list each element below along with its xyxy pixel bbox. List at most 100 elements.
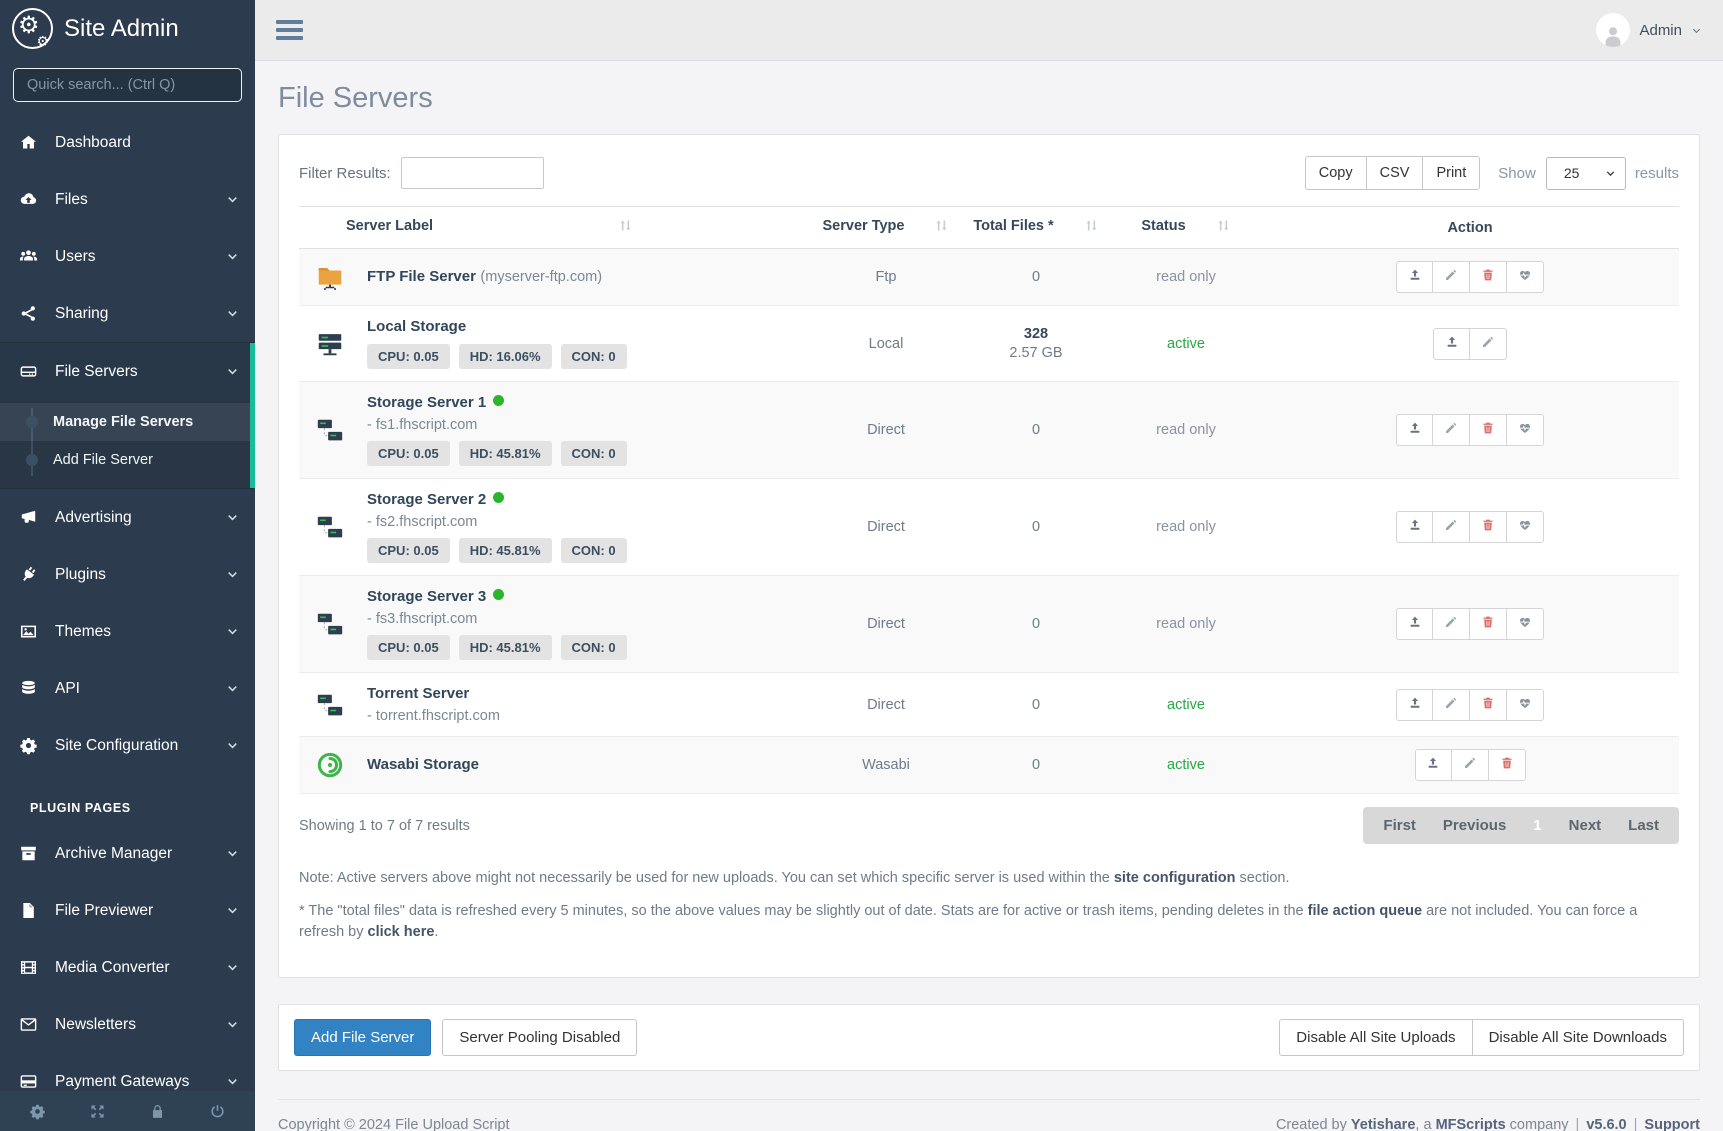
expand-icon[interactable] [89,1103,106,1120]
sidebar-subitem-manage-file-servers[interactable]: Manage File Servers [0,403,255,441]
health-button[interactable] [1507,511,1544,543]
sidebar-item-advertising[interactable]: Advertising [0,489,255,546]
delete-icon [1481,615,1495,633]
sidebar-item-site-configuration[interactable]: Site Configuration [0,717,255,774]
page-1-button[interactable]: 1 [1533,817,1542,834]
disable-uploads-button[interactable]: Disable All Site Uploads [1279,1019,1473,1057]
show-results-select[interactable]: 25 [1545,156,1626,190]
action-button-group [1396,688,1544,721]
column-header-total-files[interactable]: Total Files * [961,206,1111,249]
menu-toggle-button[interactable] [276,20,303,40]
main-area: Admin File Servers Filter Results: Copy C… [255,0,1723,1131]
column-header-server-label[interactable]: Server Label [299,206,811,249]
add-file-server-button[interactable]: Add File Server [294,1019,432,1057]
version-label: v5.6.0 [1586,1117,1627,1131]
delete-button[interactable] [1470,414,1507,446]
column-header-status[interactable]: Status [1111,206,1261,249]
mfscripts-link[interactable]: MFScripts [1435,1117,1506,1131]
edit-button[interactable] [1451,749,1489,781]
yetishare-link[interactable]: Yetishare [1350,1117,1416,1131]
sidebar-plugin-nav: Archive Manager File Previewer Media Conve… [0,825,255,1110]
edit-icon [1444,268,1458,286]
delete-button[interactable] [1470,688,1507,721]
sidebar-nav: Dashboard Files Users Sharing File Servers Ma… [0,114,255,774]
sidebar-item-api[interactable]: API [0,660,255,717]
sidebar-item-sharing[interactable]: Sharing [0,285,255,342]
sidebar-item-file-servers[interactable]: File Servers [0,343,255,400]
sort-icon[interactable] [1084,218,1099,237]
edit-button[interactable] [1433,261,1470,293]
page-previous-button[interactable]: Previous [1442,817,1507,834]
sort-icon[interactable] [1216,218,1231,237]
upload-icon [1408,696,1422,714]
health-button[interactable] [1507,608,1544,640]
disable-downloads-button[interactable]: Disable All Site Downloads [1472,1019,1684,1057]
upload-button[interactable] [1396,414,1433,446]
export-print-button[interactable]: Print [1423,156,1481,190]
action-cell [1261,248,1679,306]
site-configuration-link[interactable]: site configuration [1113,870,1236,886]
upload-button[interactable] [1396,688,1433,721]
page-last-button[interactable]: Last [1628,817,1659,834]
delete-button[interactable] [1470,608,1507,640]
power-icon[interactable] [209,1103,226,1120]
delete-button[interactable] [1488,749,1526,781]
export-copy-button[interactable]: Copy [1304,156,1367,190]
delete-button[interactable] [1470,511,1507,543]
column-header-server-type[interactable]: Server Type [811,206,961,249]
sort-icon[interactable] [618,218,633,237]
sidebar-item-dashboard[interactable]: Dashboard [0,114,255,171]
action-cell [1261,736,1679,794]
edit-button[interactable] [1433,414,1470,446]
edit-button[interactable] [1433,688,1470,721]
sidebar-subitem-add-file-server[interactable]: Add File Server [0,441,255,479]
page-first-button[interactable]: First [1383,817,1416,834]
edit-button[interactable] [1433,511,1470,543]
sidebar-item-themes[interactable]: Themes [0,603,255,660]
export-csv-button[interactable]: CSV [1366,156,1424,190]
lock-icon[interactable] [149,1103,166,1120]
sidebar-item-file-previewer[interactable]: File Previewer [0,882,255,939]
upload-button[interactable] [1396,608,1433,640]
delete-button[interactable] [1470,261,1507,293]
click-here-link[interactable]: click here [367,924,435,941]
page-next-button[interactable]: Next [1568,817,1602,834]
filter-input[interactable] [400,157,544,189]
sidebar-item-users[interactable]: Users [0,228,255,285]
cloud-upload-icon [16,190,41,209]
upload-button[interactable] [1433,327,1470,360]
sort-icon[interactable] [934,218,949,237]
sidebar-item-media-converter[interactable]: Media Converter [0,939,255,996]
sidebar-item-newsletters[interactable]: Newsletters [0,996,255,1053]
page-title: File Servers [278,82,433,114]
sidebar-item-plugins[interactable]: Plugins [0,546,255,603]
copyright: Copyright © 2024 File Upload Script [278,1117,510,1131]
sidebar-item-payment-gateways[interactable]: Payment Gateways [0,1053,255,1110]
pagination: First Previous 1 Next Last [1363,807,1679,844]
edit-button[interactable] [1433,608,1470,640]
chevron-down-icon [226,847,239,860]
upload-icon [1408,518,1422,536]
local-server-icon [315,333,345,355]
action-cell [1261,478,1679,576]
health-button[interactable] [1507,414,1544,446]
user-menu[interactable]: Admin [1596,13,1702,47]
support-link[interactable]: Support [1644,1117,1700,1131]
server-pooling-button[interactable]: Server Pooling Disabled [442,1019,638,1057]
upload-button[interactable] [1414,749,1452,781]
file-action-queue-link[interactable]: file action queue [1307,903,1423,920]
server-label-cell: Local Storage CPU: 0.05 HD: 16.06% CON: 0 [361,305,811,382]
sidebar-item-archive-manager[interactable]: Archive Manager [0,825,255,882]
gear-icon[interactable] [29,1103,46,1120]
health-button[interactable] [1507,688,1544,721]
delete-icon [1500,756,1514,774]
home-icon [16,133,41,152]
health-icon [1518,615,1532,633]
quick-search-input[interactable] [13,68,242,102]
upload-button[interactable] [1396,261,1433,293]
image-icon [16,622,41,641]
health-button[interactable] [1507,261,1544,293]
sidebar-item-files[interactable]: Files [0,171,255,228]
upload-button[interactable] [1396,511,1433,543]
edit-button[interactable] [1470,327,1507,360]
